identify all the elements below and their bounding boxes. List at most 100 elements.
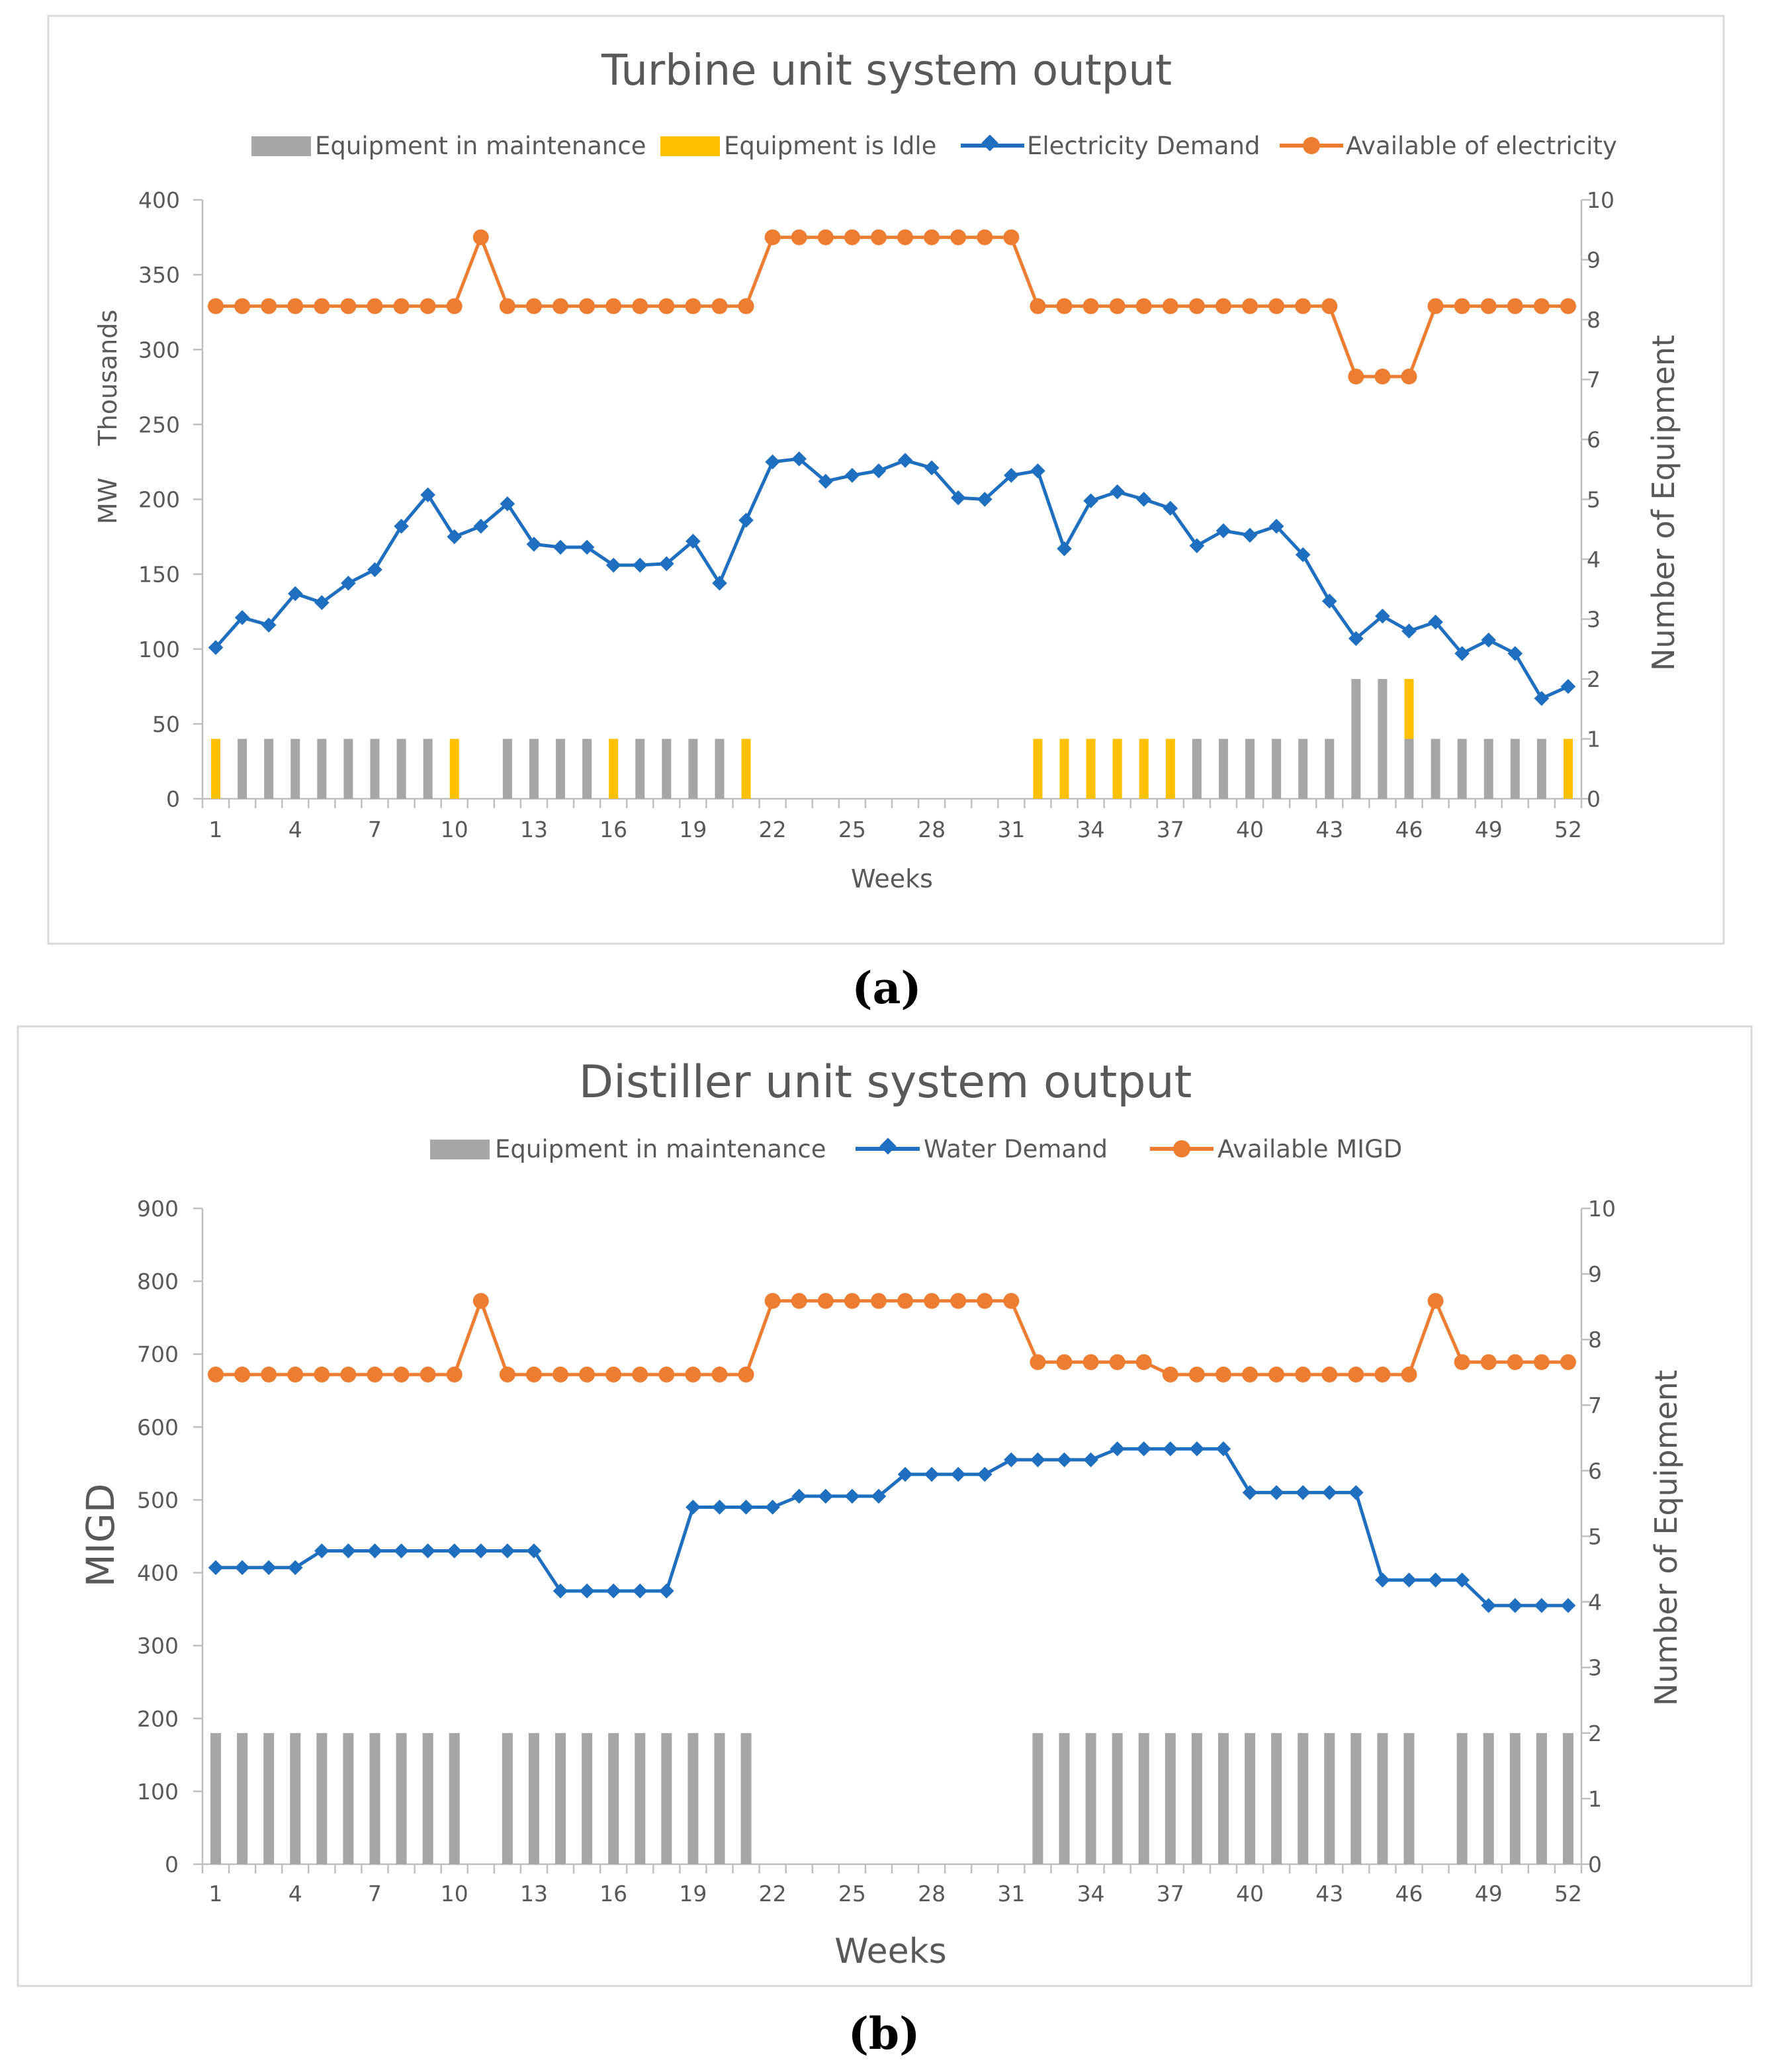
chart-a-bar-maintenance (370, 739, 380, 799)
chart-b-demand-point (950, 1466, 966, 1482)
chart-b-bar-maintenance (1191, 1733, 1202, 1864)
chart-a-available-point (605, 298, 622, 314)
chart-a-demand-point (420, 487, 435, 503)
chart-b-xtick-label: 7 (368, 1881, 382, 1907)
chart-a-ytick-right-label: 6 (1587, 427, 1601, 453)
chart-b-demand-point (579, 1583, 595, 1599)
chart-a-available-point (1401, 368, 1417, 384)
chart-b-available-point (1242, 1367, 1259, 1383)
chart-b-available-point (1348, 1367, 1364, 1383)
chart-b-demand-point (1110, 1441, 1125, 1457)
chart-b-ytick-right-label: 7 (1588, 1392, 1602, 1418)
chart-a-bar-maintenance (1431, 739, 1440, 799)
chart-b-bar-maintenance (608, 1733, 619, 1864)
chart-a-ylabel-right: Number of Equipment (1646, 335, 1681, 671)
chart-a-available-point (525, 298, 542, 314)
chart-a-xlabel: Weeks (851, 864, 933, 893)
chart-b-demand-point (500, 1543, 515, 1558)
chart-a-demand-point (1428, 614, 1443, 630)
chart-b-ytick-left-label: 100 (137, 1779, 179, 1805)
chart-b-available-point (1003, 1292, 1020, 1309)
chart-b-bar-maintenance (1536, 1733, 1547, 1864)
chart-a-available-point (764, 229, 781, 246)
chart-b-bar-maintenance (343, 1733, 354, 1864)
chart-a-available-point (1109, 298, 1126, 314)
chart-a-available-point (314, 298, 330, 314)
chart-b-demand-point (685, 1500, 701, 1515)
chart-b-bar-maintenance (1112, 1733, 1123, 1864)
chart-b-bar-maintenance (237, 1733, 248, 1864)
chart-a-bar-idle (1112, 739, 1122, 799)
chart-b-bar-maintenance (555, 1733, 566, 1864)
chart-b-available-point (1454, 1354, 1470, 1371)
chart-a-demand-point (208, 640, 224, 655)
chart-b-bar-maintenance (1403, 1733, 1415, 1864)
chart-b-xtick-label: 16 (599, 1881, 627, 1907)
chart-a-ytick-left-label: 350 (138, 262, 180, 288)
chart-b-demand-point (1004, 1452, 1019, 1468)
chart-b-demand-point (314, 1543, 330, 1558)
chart-b-available-point (1215, 1367, 1231, 1383)
chart-a-demand-point (1560, 678, 1576, 694)
chart-a-demand-point (1189, 538, 1205, 553)
chart-b-xtick-label: 1 (209, 1881, 223, 1907)
chart-a-available-point (1083, 298, 1099, 314)
chart-b-bar-maintenance (369, 1733, 380, 1864)
chart-b-available-point (367, 1367, 383, 1383)
chart-a-bar-maintenance (1192, 739, 1202, 799)
chart-a-ytick-right-label: 8 (1587, 307, 1601, 333)
chart-a-available-point (1348, 368, 1364, 384)
chart-b-bar-maintenance (1483, 1733, 1494, 1864)
chart-a-bar-idle (1059, 739, 1069, 799)
chart-b-available-point (711, 1367, 728, 1383)
chart-a-xtick-label: 43 (1315, 817, 1343, 842)
chart-a-bar-maintenance (556, 739, 566, 799)
chart-b-available-point (870, 1292, 887, 1309)
chart-a-available-point (950, 229, 967, 246)
chart-b-demand-point (234, 1560, 250, 1576)
legend-b-maintenance-swatch (430, 1140, 490, 1159)
chart-b-xtick-label: 31 (997, 1881, 1025, 1907)
chart-a-available-point (711, 298, 728, 314)
chart-a-demand-point (1401, 623, 1417, 639)
chart-a-bar-maintenance (1245, 739, 1255, 799)
chart-b-bar-maintenance (502, 1733, 513, 1864)
chart-a-xtick-label: 49 (1475, 817, 1503, 842)
chart-b-demand-point (1454, 1572, 1470, 1588)
chart-b-available-point (208, 1367, 224, 1383)
chart-a-available-point (499, 298, 515, 314)
chart-b-ytick-right-label: 5 (1588, 1524, 1602, 1550)
chart-a-xtick-label: 19 (679, 817, 707, 842)
legend-a-idle-label: Equipment is Idle (724, 132, 936, 160)
chart-b-bar-maintenance (1217, 1733, 1229, 1864)
chart-a-xtick-label: 25 (838, 817, 866, 842)
chart-b-available-point (446, 1367, 463, 1383)
chart-b-bar-maintenance (422, 1733, 433, 1864)
chart-a-bar-maintenance (1298, 739, 1308, 799)
chart-a-available-point (1480, 298, 1497, 314)
chart-b-demand-point (712, 1500, 727, 1515)
chart-b-available-point (579, 1367, 596, 1383)
chart-b-xtick-label: 37 (1157, 1881, 1184, 1907)
chart-b-bar-maintenance (210, 1733, 222, 1864)
chart-b-demand-point (1375, 1572, 1390, 1588)
chart-a-available-point (420, 298, 436, 314)
chart-a-bar-idle (1165, 739, 1175, 799)
chart-b-ytick-left-label: 400 (137, 1560, 179, 1586)
chart-a-available-point (1427, 298, 1444, 314)
chart-b-available-point (1533, 1354, 1550, 1371)
chart-b-xtick-label: 19 (679, 1881, 707, 1907)
chart-b-demand-point (871, 1488, 887, 1504)
caption-a: (a) (852, 962, 921, 1014)
chart-a-available-point (844, 229, 860, 246)
chart-a-bar-maintenance (635, 739, 645, 799)
chart-b-available-point (1056, 1354, 1073, 1371)
chart-b-bar-maintenance (290, 1733, 301, 1864)
chart-a-demand-point (659, 556, 674, 572)
chart-a-available-point (1162, 298, 1178, 314)
chart-a-xtick-label: 7 (368, 817, 382, 842)
chart-b-bar-maintenance (1245, 1733, 1256, 1864)
chart-b-available-point (1374, 1367, 1391, 1383)
chart-b-demand-point (1268, 1485, 1284, 1500)
chart-b-bar-maintenance (396, 1733, 407, 1864)
